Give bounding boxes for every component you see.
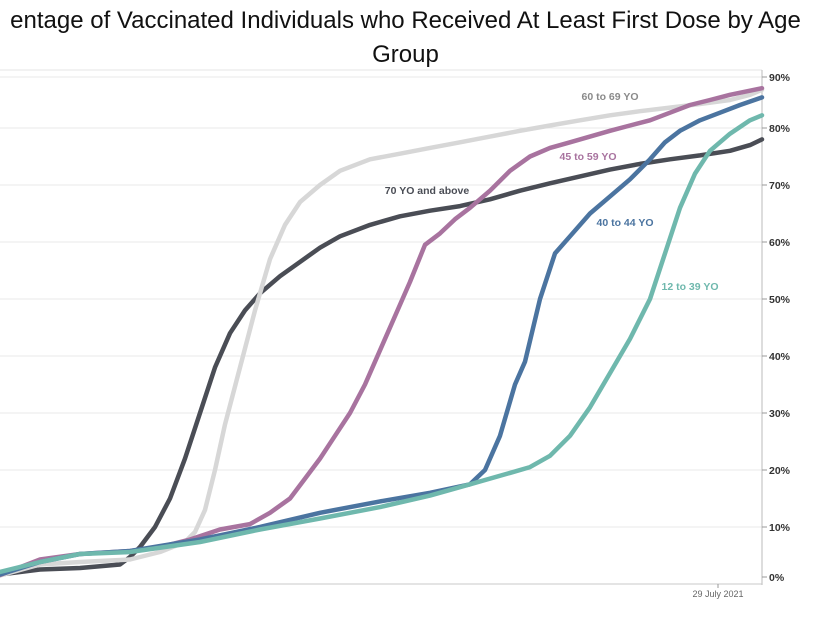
series-line-12-to-39-yo: [0, 113, 765, 575]
y-tick-label: 40%: [769, 351, 791, 363]
y-axis-ticks: 0% 10% 20% 30% 40% 50% 60% 70% 80% 90%: [762, 72, 791, 584]
series-line-45-to-59-yo: [0, 85, 765, 578]
series-lines: [0, 85, 765, 578]
y-tick-label: 20%: [769, 465, 791, 477]
y-tick-label: 70%: [769, 180, 791, 192]
gridlines: [0, 76, 762, 528]
y-tick-label: 90%: [769, 72, 791, 84]
series-labels: 60 to 69 YO 45 to 59 YO 70 YO and above 40 …: [385, 91, 719, 293]
series-label-12-to-39-yo: 12 to 39 YO: [661, 281, 718, 293]
chart-title-line-1: entage of Vaccinated Individuals who Rec…: [10, 7, 801, 34]
y-tick-label: 80%: [769, 123, 791, 135]
y-tick-label: 60%: [769, 237, 791, 249]
y-tick-label: 30%: [769, 408, 791, 420]
y-tick-label: 50%: [769, 294, 791, 306]
x-annotation: 29 July 2021: [692, 589, 743, 599]
series-label-40-to-44-yo: 40 to 44 YO: [596, 217, 653, 229]
y-tick-label: 0%: [769, 572, 785, 584]
series-label-70-yo-and-above: 70 YO and above: [385, 185, 470, 197]
series-label-60-to-69-yo: 60 to 69 YO: [581, 91, 638, 103]
chart-title: entage of Vaccinated Individuals who Rec…: [0, 4, 830, 72]
chart-title-line-2: Group: [372, 41, 439, 68]
y-tick-label: 10%: [769, 522, 791, 534]
series-label-45-to-59-yo: 45 to 59 YO: [559, 151, 616, 163]
series-line-40-to-44-yo: [0, 95, 765, 577]
series-line-70-yo-and-above: [0, 137, 765, 577]
